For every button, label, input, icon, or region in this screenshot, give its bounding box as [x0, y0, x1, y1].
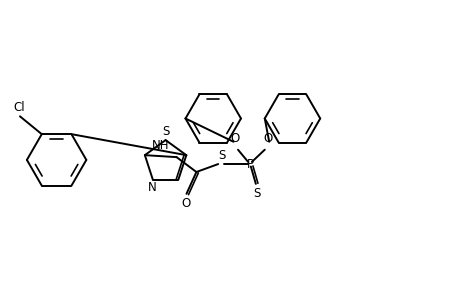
Text: S: S: [162, 125, 169, 138]
Text: N: N: [148, 181, 157, 194]
Text: S: S: [218, 149, 225, 162]
Text: O: O: [181, 197, 190, 210]
Text: NH: NH: [151, 140, 169, 152]
Text: O: O: [263, 132, 272, 145]
Text: Cl: Cl: [13, 101, 25, 114]
Text: O: O: [230, 132, 239, 145]
Text: S: S: [252, 188, 260, 200]
Text: P: P: [246, 158, 253, 171]
